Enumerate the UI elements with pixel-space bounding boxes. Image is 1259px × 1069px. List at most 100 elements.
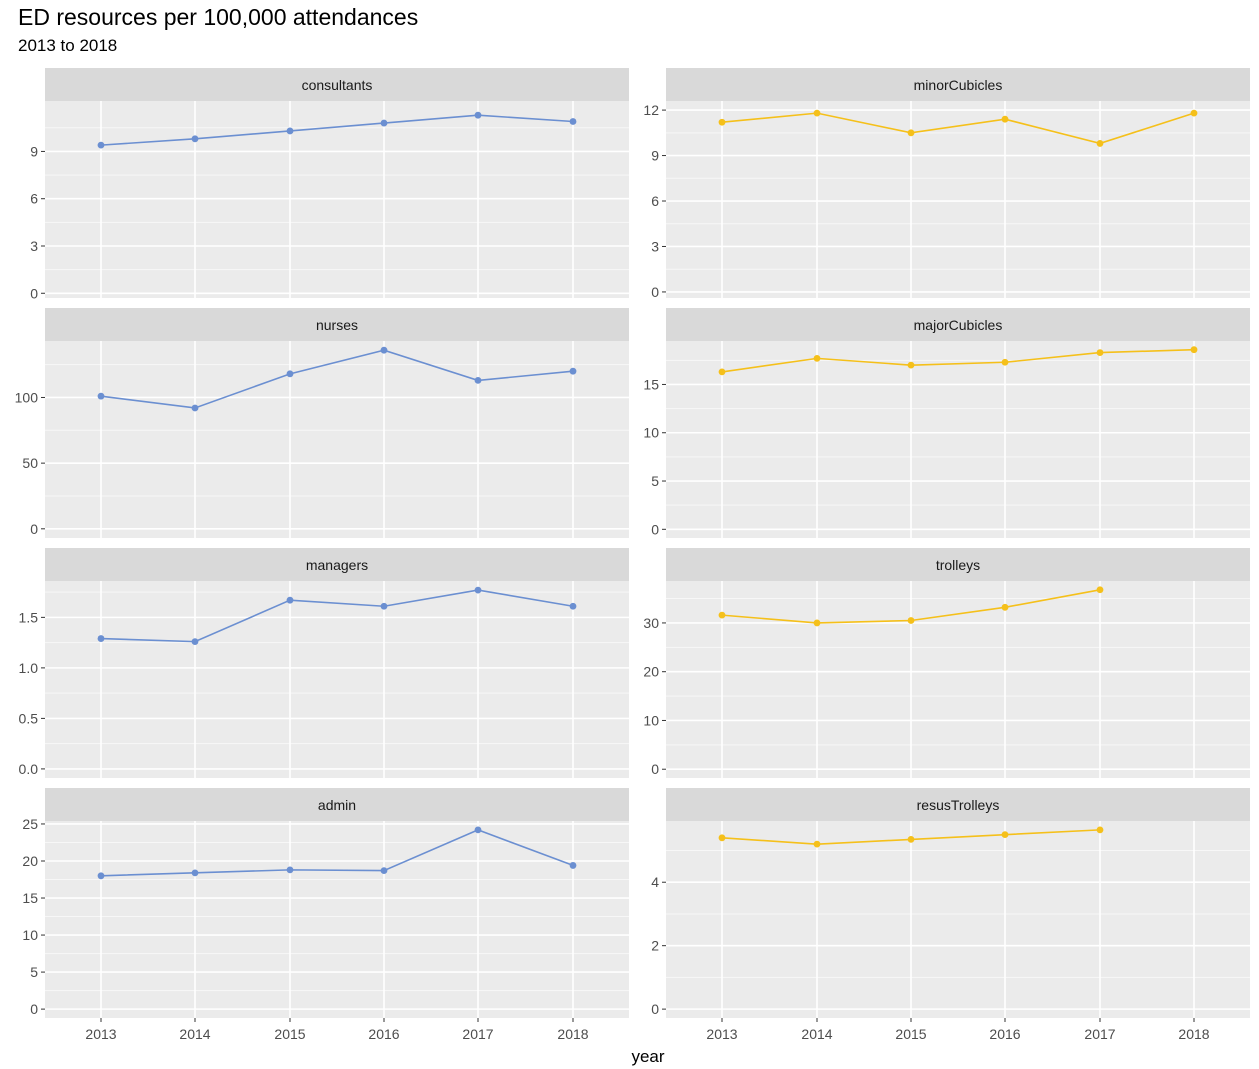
strip-background	[45, 308, 629, 341]
data-point	[474, 826, 482, 834]
strip-label: managers	[306, 557, 368, 573]
strip-label: admin	[318, 797, 356, 813]
x-tick-label: 2013	[706, 1026, 737, 1042]
data-point	[1096, 349, 1104, 356]
x-tick-label: 2018	[1178, 1026, 1209, 1042]
y-tick-label: 0.0	[19, 761, 39, 777]
data-point	[1001, 831, 1009, 839]
x-tick-label: 2014	[179, 1026, 210, 1042]
data-point	[191, 135, 199, 143]
strip-background	[666, 68, 1250, 101]
strip-background	[45, 788, 629, 821]
y-tick-label: 15	[643, 376, 659, 392]
data-point	[474, 377, 482, 384]
facet-panel-majorCubicles: majorCubicles 0 5 10 15	[643, 308, 1250, 538]
y-tick-label: 30	[643, 615, 659, 631]
strip-label: trolleys	[936, 557, 980, 573]
y-tick-label: 9	[30, 143, 38, 159]
data-point	[813, 354, 821, 362]
data-point	[718, 834, 726, 842]
y-tick-label: 0	[30, 285, 38, 301]
y-tick-label: 4	[651, 874, 659, 890]
strip-background	[45, 68, 629, 101]
data-point	[907, 617, 915, 624]
x-tick-label: 2015	[274, 1026, 305, 1042]
series-line-minorCubicles	[721, 112, 1195, 145]
facet-panel-admin: admin 0 5 10 15 20 25 2013 2014 2015 2016 2017 2018	[22, 788, 629, 1042]
facet-panel-minorCubicles: minorCubicles 0 3 6 9 12	[643, 68, 1250, 300]
data-point	[907, 129, 915, 137]
x-tick-label: 2017	[462, 1026, 493, 1042]
y-tick-label: 3	[651, 238, 659, 254]
x-tick-label: 2016	[368, 1026, 399, 1042]
y-tick-label: 0	[651, 761, 659, 777]
y-tick-label: 1.5	[19, 609, 39, 625]
y-tick-label: 10	[643, 712, 659, 728]
y-tick-label: 1.0	[19, 660, 39, 676]
strip-background	[45, 548, 629, 581]
series-line-majorCubicles	[721, 348, 1195, 373]
data-point	[97, 872, 105, 880]
y-tick-label: 6	[651, 193, 659, 209]
y-tick-label: 15	[22, 890, 38, 906]
data-point	[380, 119, 388, 127]
data-point	[1096, 140, 1104, 147]
strip-label: minorCubicles	[914, 77, 1003, 93]
data-point	[1001, 358, 1009, 366]
panel-background	[666, 341, 1250, 538]
data-point	[380, 346, 388, 354]
data-point	[286, 596, 294, 604]
data-point	[569, 602, 577, 610]
panel-background	[45, 821, 629, 1018]
facet-panel-resusTrolleys: resusTrolleys 0 2 4 2013 2014 2015 2016 2017 2018	[651, 788, 1250, 1042]
data-point	[286, 127, 294, 135]
strip-label: consultants	[302, 77, 373, 93]
facet-panel-trolleys: trolleys 0 10 20 30	[643, 548, 1250, 778]
y-tick-label: 2	[651, 938, 659, 954]
data-point	[718, 611, 726, 619]
panel-background	[45, 581, 629, 778]
y-tick-label: 6	[30, 191, 38, 207]
data-point	[907, 361, 915, 369]
data-point	[286, 866, 294, 874]
data-point	[191, 869, 199, 877]
y-tick-label: 0	[651, 521, 659, 537]
y-tick-label: 20	[22, 853, 38, 869]
data-point	[380, 867, 388, 875]
chart-subtitle: 2013 to 2018	[18, 36, 118, 55]
y-tick-label: 25	[22, 816, 38, 832]
panel-background	[45, 341, 629, 538]
y-tick-label: 0.5	[19, 710, 39, 726]
data-point	[474, 111, 482, 119]
strip-background	[666, 548, 1250, 581]
facet-panel-nurses: nurses 0 50 100	[15, 308, 629, 538]
data-point	[97, 635, 105, 642]
data-point	[718, 368, 726, 376]
facet-panel-consultants: consultants 0 3 6 9	[30, 68, 629, 301]
strip-background	[666, 788, 1250, 821]
strip-label: resusTrolleys	[917, 797, 1000, 813]
data-point	[1190, 109, 1198, 117]
strip-label: nurses	[316, 317, 358, 333]
y-tick-label: 5	[30, 964, 38, 980]
data-point	[380, 602, 388, 610]
series-line-nurses	[100, 349, 574, 409]
x-tick-label: 2018	[557, 1026, 588, 1042]
y-tick-label: 100	[15, 389, 39, 405]
strip-background	[666, 308, 1250, 341]
x-tick-label: 2017	[1084, 1026, 1115, 1042]
series-line-consultants	[100, 114, 574, 146]
panel-background	[666, 101, 1250, 298]
y-tick-label: 10	[22, 927, 38, 943]
series-line-admin	[100, 829, 574, 877]
data-point	[191, 638, 199, 646]
data-point	[907, 835, 915, 843]
data-point	[569, 862, 577, 869]
y-tick-label: 3	[30, 238, 38, 254]
x-tick-label: 2014	[801, 1026, 832, 1042]
facet-panel-managers: managers 0.0 0.5 1.0 1.5	[19, 548, 629, 778]
data-point	[1096, 586, 1104, 594]
data-point	[813, 840, 821, 848]
data-point	[1001, 603, 1009, 611]
panel-background	[666, 821, 1250, 1018]
